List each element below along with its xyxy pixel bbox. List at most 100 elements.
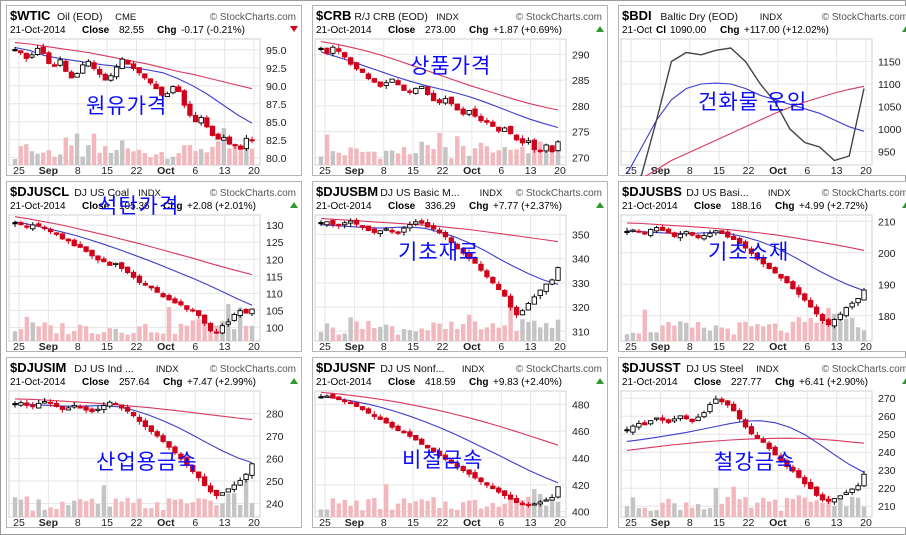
price-candle[interactable]	[342, 398, 348, 405]
price-candle[interactable]	[181, 89, 187, 109]
price-candle[interactable]	[507, 293, 514, 311]
price-candle[interactable]	[148, 285, 154, 291]
price-candle[interactable]	[401, 226, 407, 236]
price-candle[interactable]	[484, 268, 490, 279]
price-candle[interactable]	[209, 125, 216, 137]
price-candle[interactable]	[784, 275, 790, 284]
price-candle[interactable]	[190, 464, 196, 475]
price-candle[interactable]	[790, 279, 796, 290]
price-candle[interactable]	[184, 305, 190, 313]
price-candle[interactable]	[204, 115, 210, 129]
price-candle[interactable]	[213, 489, 220, 500]
price-candle[interactable]	[448, 235, 454, 246]
price-candle[interactable]	[419, 85, 425, 90]
price-candle[interactable]	[683, 230, 689, 237]
price-candle[interactable]	[219, 323, 226, 335]
price-candle[interactable]	[30, 401, 36, 410]
price-candle[interactable]	[125, 59, 131, 65]
price-candle[interactable]	[642, 230, 648, 235]
price-candle[interactable]	[371, 77, 377, 84]
price-candle[interactable]	[170, 85, 176, 95]
price-candle[interactable]	[130, 411, 137, 418]
price-candle[interactable]	[760, 254, 766, 268]
price-candle[interactable]	[196, 471, 202, 482]
price-candle[interactable]	[671, 415, 678, 424]
price-candle[interactable]	[249, 136, 255, 144]
price-line[interactable]	[627, 47, 865, 176]
price-candle[interactable]	[648, 419, 654, 426]
price-candle[interactable]	[407, 221, 413, 232]
price-candle[interactable]	[160, 291, 166, 299]
price-candle[interactable]	[91, 59, 97, 71]
price-candle[interactable]	[624, 227, 630, 236]
price-candle[interactable]	[730, 233, 737, 241]
price-candle[interactable]	[47, 399, 54, 407]
price-candle[interactable]	[12, 401, 18, 408]
price-candle[interactable]	[742, 239, 749, 252]
price-candle[interactable]	[413, 435, 419, 441]
price-candle[interactable]	[12, 46, 18, 52]
price-candle[interactable]	[89, 407, 95, 414]
price-candle[interactable]	[436, 447, 443, 458]
price-candle[interactable]	[164, 91, 171, 98]
price-candle[interactable]	[653, 417, 660, 422]
price-candle[interactable]	[549, 494, 555, 501]
price-candle[interactable]	[160, 432, 166, 444]
price-candle[interactable]	[849, 488, 855, 496]
price-candle[interactable]	[336, 45, 342, 54]
price-candle[interactable]	[46, 50, 52, 65]
price-candle[interactable]	[395, 424, 401, 432]
price-candle[interactable]	[778, 273, 784, 282]
price-candle[interactable]	[318, 220, 324, 226]
price-candle[interactable]	[154, 429, 160, 439]
price-candle[interactable]	[83, 405, 89, 414]
price-candle[interactable]	[472, 105, 478, 119]
price-candle[interactable]	[17, 50, 24, 56]
price-candle[interactable]	[543, 283, 549, 295]
price-candle[interactable]	[754, 431, 760, 439]
price-candle[interactable]	[102, 72, 108, 81]
price-candle[interactable]	[324, 221, 330, 227]
price-candle[interactable]	[766, 262, 772, 270]
price-candle[interactable]	[513, 495, 520, 503]
price-candle[interactable]	[825, 317, 832, 327]
price-candle[interactable]	[68, 70, 75, 79]
price-candle[interactable]	[395, 230, 401, 236]
price-candle[interactable]	[543, 497, 549, 502]
price-candle[interactable]	[713, 395, 719, 404]
chart-panel-djusnf[interactable]: 480 460 440 420 400 25 Sep 8 15 22 Oct 6 13 20 $DJUSNF…	[312, 357, 608, 528]
price-candle[interactable]	[71, 402, 77, 409]
price-candle[interactable]	[23, 52, 29, 62]
price-candle[interactable]	[118, 404, 125, 411]
price-candle[interactable]	[377, 230, 383, 237]
price-candle[interactable]	[659, 224, 666, 231]
price-candle[interactable]	[413, 87, 419, 95]
price-candle[interactable]	[519, 309, 526, 316]
price-candle[interactable]	[18, 400, 24, 407]
price-candle[interactable]	[187, 101, 193, 118]
price-candle[interactable]	[353, 61, 360, 71]
price-candle[interactable]	[460, 247, 466, 256]
price-candle[interactable]	[442, 95, 449, 105]
price-candle[interactable]	[147, 78, 154, 86]
price-candle[interactable]	[336, 223, 342, 230]
price-candle[interactable]	[85, 59, 92, 67]
price-candle[interactable]	[819, 312, 826, 324]
price-candle[interactable]	[213, 328, 220, 335]
price-candle[interactable]	[80, 61, 86, 74]
price-candle[interactable]	[365, 225, 372, 232]
price-candle[interactable]	[219, 492, 226, 496]
price-candle[interactable]	[389, 420, 395, 430]
price-candle[interactable]	[24, 399, 30, 409]
chart-panel-djusbm[interactable]: 350 340 330 320 310 25 Sep 8 15 22 Oct 6 13 20 $DJUSBM…	[312, 181, 608, 352]
price-candle[interactable]	[436, 227, 443, 235]
price-candle[interactable]	[221, 134, 227, 141]
price-candle[interactable]	[237, 308, 243, 318]
chart-panel-crb[interactable]: 290 285 280 275 270 25 Sep 8 15 22 Oct 6 13 20 $CRB R/J…	[312, 5, 608, 176]
price-candle[interactable]	[365, 72, 372, 81]
price-candle[interactable]	[778, 452, 784, 464]
price-candle[interactable]	[861, 287, 867, 301]
price-candle[interactable]	[466, 469, 472, 478]
price-candle[interactable]	[371, 227, 377, 235]
price-candle[interactable]	[172, 296, 178, 304]
